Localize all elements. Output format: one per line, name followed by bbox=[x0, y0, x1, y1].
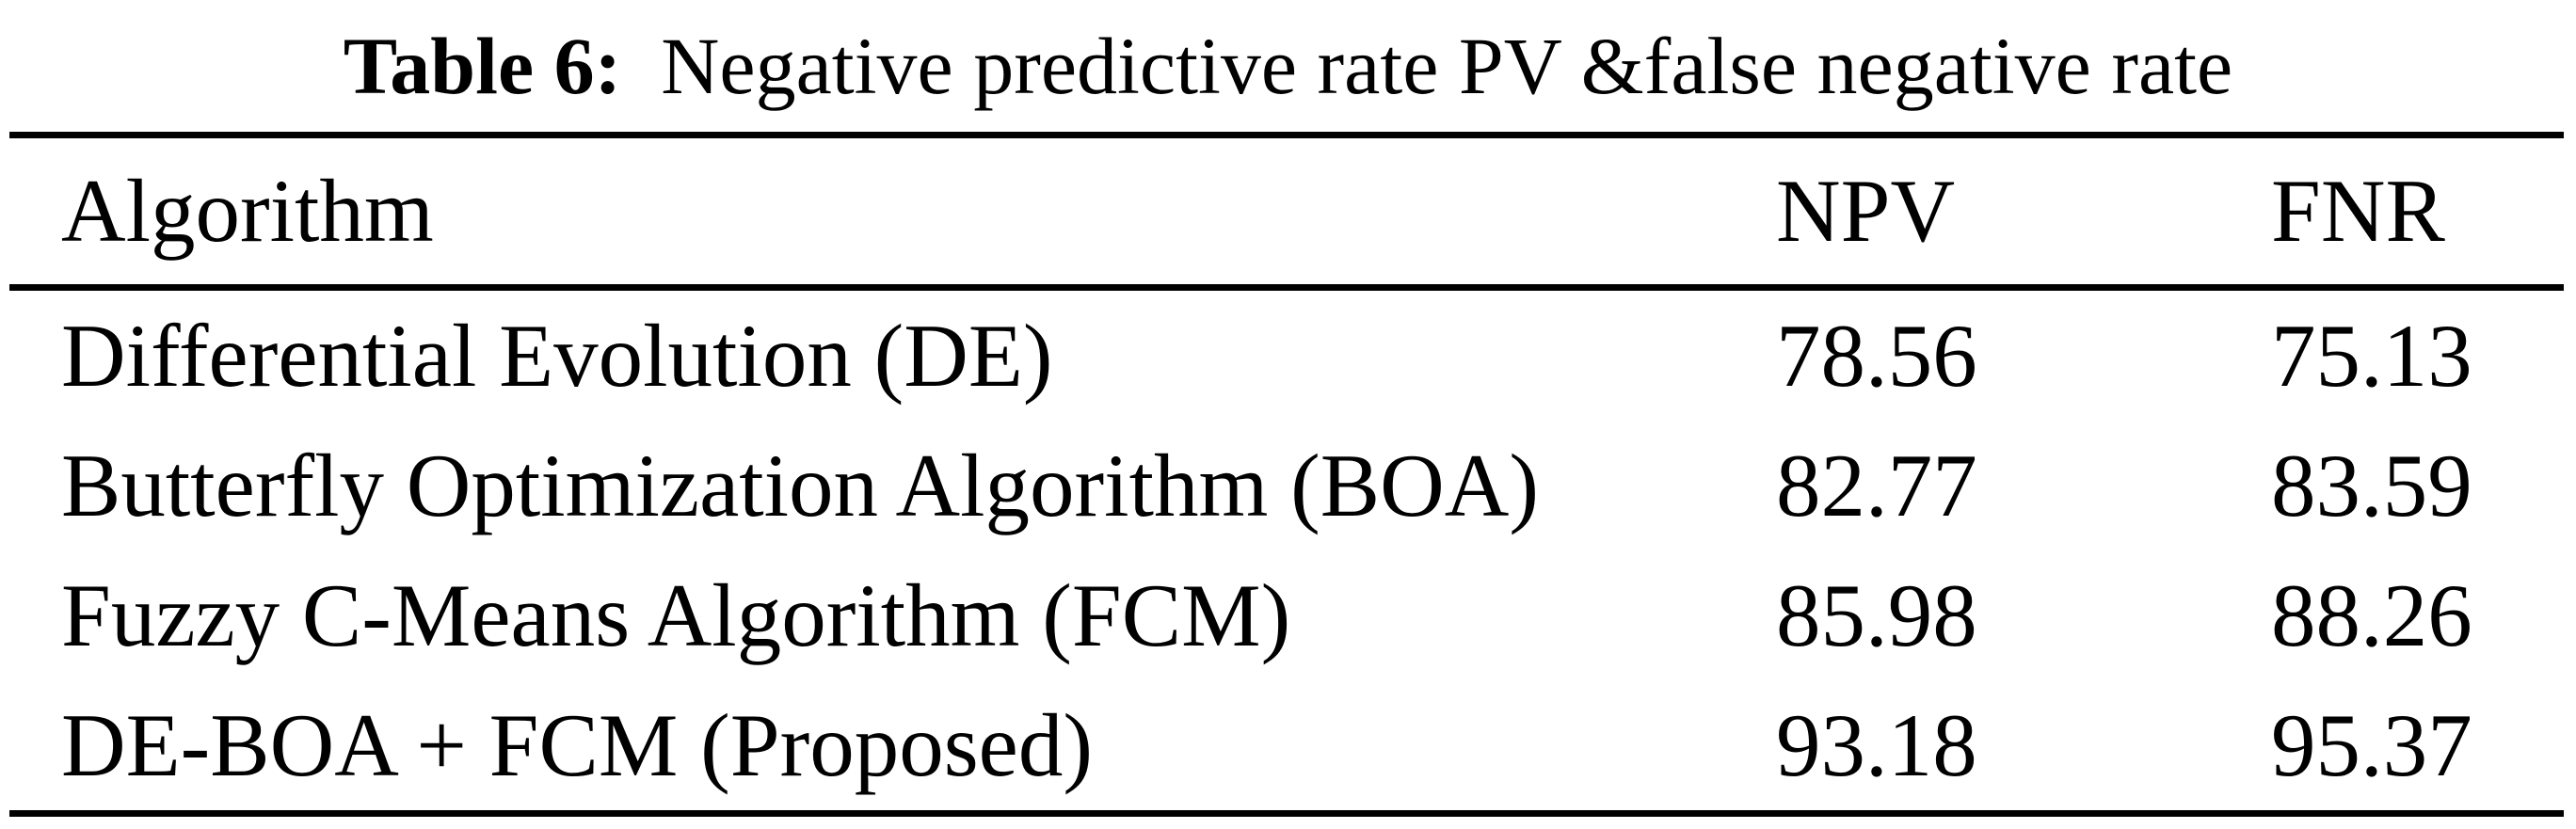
table-caption-number: Table 6: bbox=[343, 21, 622, 111]
cell-algorithm: Butterfly Optimization Algorithm (BOA) bbox=[61, 435, 1539, 535]
column-header-algorithm: Algorithm bbox=[61, 161, 434, 261]
table-row: Fuzzy C-Means Algorithm (FCM) 85.98 88.2… bbox=[9, 550, 2564, 680]
table-row: Differential Evolution (DE) 78.56 75.13 bbox=[9, 291, 2564, 421]
cell-algorithm: Fuzzy C-Means Algorithm (FCM) bbox=[61, 565, 1291, 665]
table-row: Butterfly Optimization Algorithm (BOA) 8… bbox=[9, 421, 2564, 550]
cell-algorithm: Differential Evolution (DE) bbox=[61, 305, 1053, 406]
table-header-row: Algorithm NPV FNR bbox=[9, 138, 2564, 291]
column-header-npv: NPV bbox=[1776, 161, 1956, 261]
cell-npv: 78.56 bbox=[1776, 305, 1977, 406]
cell-fnr: 95.37 bbox=[2271, 694, 2472, 795]
column-header-fnr: FNR bbox=[2271, 161, 2445, 261]
cell-algorithm: DE-BOA + FCM (Proposed) bbox=[61, 694, 1093, 795]
cell-npv: 82.77 bbox=[1776, 435, 1977, 535]
table-caption-title: Negative predictive rate PV &false negat… bbox=[661, 21, 2233, 111]
results-table: Algorithm NPV FNR Differential Evolution… bbox=[9, 132, 2564, 817]
cell-fnr: 88.26 bbox=[2271, 565, 2472, 665]
cell-fnr: 75.13 bbox=[2271, 305, 2472, 406]
cell-npv: 85.98 bbox=[1776, 565, 1977, 665]
cell-fnr: 83.59 bbox=[2271, 435, 2472, 535]
table-caption: Table 6: Negative predictive rate PV &fa… bbox=[0, 0, 2576, 132]
table-row: DE-BOA + FCM (Proposed) 93.18 95.37 bbox=[9, 680, 2564, 810]
cell-npv: 93.18 bbox=[1776, 694, 1977, 795]
